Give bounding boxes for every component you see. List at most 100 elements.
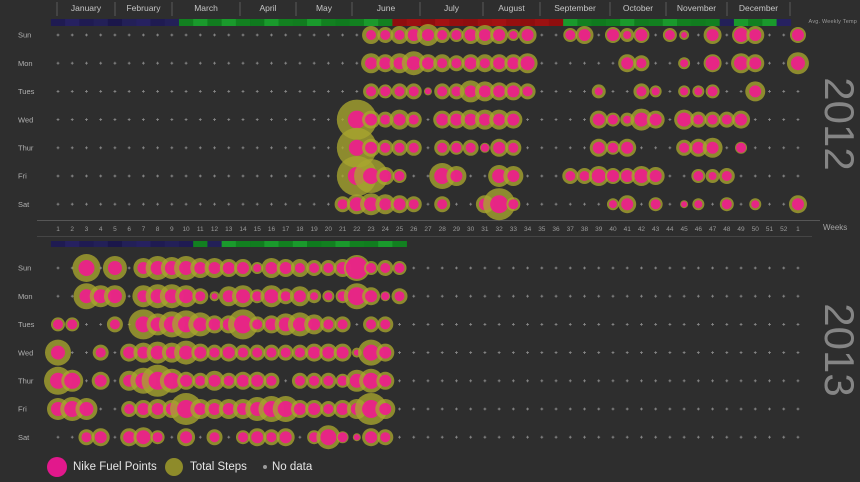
temp-week-segment-2013: [335, 241, 351, 247]
temp-week-segment-2012: [93, 19, 109, 26]
fuel-points-bubble: [490, 195, 509, 214]
fuel-points-bubble: [363, 344, 380, 361]
no-data-dot: [312, 61, 316, 65]
fuel-points-bubble: [194, 403, 207, 415]
no-data-dot: [711, 323, 714, 326]
temp-week-segment-2012: [776, 19, 792, 26]
temp-week-segment-2013: [65, 241, 80, 247]
temp-week-segment-2012: [122, 19, 137, 26]
fuel-points-bubble: [451, 142, 462, 153]
no-data-dot: [99, 90, 103, 93]
no-data-dot: [184, 33, 188, 37]
no-data-dot: [540, 323, 544, 326]
no-data-dot: [298, 202, 302, 206]
no-data-dot: [141, 33, 145, 37]
fuel-points-bubble: [451, 30, 462, 40]
no-data-dot: [184, 61, 188, 65]
no-data-dot: [469, 351, 473, 354]
no-data-dot: [554, 118, 558, 121]
fuel-points-bubble: [294, 263, 305, 273]
week-number: 31: [481, 226, 489, 233]
fuel-points-bubble: [592, 113, 605, 126]
no-data-dot: [583, 323, 586, 326]
no-data-dot: [540, 61, 544, 65]
no-data-dot: [554, 266, 558, 270]
fuel-points-bubble: [109, 319, 120, 330]
no-data-dot: [56, 266, 60, 270]
no-data-dot: [56, 146, 60, 150]
fuel-points-bubble: [266, 347, 277, 358]
no-data-dot: [640, 323, 643, 326]
no-data-dot: [682, 294, 686, 298]
no-data-dot: [270, 33, 273, 37]
no-data-dot: [70, 61, 74, 65]
temp-week-segment-2013: [235, 241, 251, 247]
no-data-dot: [782, 266, 786, 270]
no-data-dot: [255, 174, 259, 178]
no-data-dot: [554, 33, 558, 37]
no-data-dot: [554, 61, 558, 65]
no-data-dot: [227, 146, 231, 150]
fuel-points-bubble: [394, 171, 405, 181]
fuel-points-bubble: [107, 261, 122, 275]
fuel-points-bubble: [436, 113, 449, 126]
no-data-dot: [141, 202, 145, 206]
temp-week-segment-2013: [378, 241, 393, 247]
fuel-points-bubble: [591, 169, 606, 183]
fuel-points-bubble: [177, 400, 196, 418]
temp-week-segment-2012: [392, 19, 407, 26]
temp-week-segment-2012: [733, 19, 749, 26]
no-data-dot: [184, 174, 188, 178]
fuel-points-bubble: [464, 57, 477, 70]
fuel-points-bubble: [193, 317, 208, 332]
fuel-points-bubble: [751, 200, 760, 209]
fuel-points-bubble: [664, 30, 675, 40]
no-data-dot: [398, 379, 401, 383]
no-data-dot: [469, 266, 473, 270]
no-data-dot: [696, 407, 700, 411]
no-data-dot: [426, 379, 430, 383]
week-number: 50: [752, 226, 760, 233]
fuel-points-bubble: [380, 142, 391, 153]
no-data-dot: [625, 266, 629, 270]
fuel-points-bubble: [451, 86, 462, 97]
fuel-points-bubble: [635, 29, 648, 41]
fuel-points-bubble: [323, 404, 334, 414]
week-number: 6: [127, 226, 131, 233]
no-data-dot-icon: [263, 465, 267, 469]
no-data-dot: [782, 379, 786, 383]
no-data-dot: [170, 33, 174, 37]
no-data-dot: [440, 351, 444, 354]
no-data-dot: [696, 379, 700, 383]
no-data-dot: [355, 323, 359, 326]
no-data-dot: [113, 407, 117, 411]
fuel-points-bubble: [123, 431, 136, 444]
no-data-dot: [668, 266, 672, 270]
no-data-dot: [141, 118, 145, 121]
temp-week-segment-2013: [93, 241, 109, 247]
fuel-points-bubble: [180, 374, 193, 387]
week-number: 16: [268, 226, 276, 233]
no-data-dot: [511, 323, 515, 326]
temp-week-segment-2012: [65, 19, 80, 26]
no-data-dot: [170, 174, 174, 178]
no-data-dot: [526, 294, 529, 298]
fuel-points-bubble: [381, 292, 390, 301]
temp-week-segment-2012: [435, 19, 450, 26]
no-data-dot: [611, 407, 615, 411]
no-data-dot: [511, 266, 515, 270]
fuel-points-bubble: [308, 346, 321, 359]
month-label: January: [71, 3, 102, 13]
no-data-dot: [56, 61, 60, 65]
no-data-dot: [455, 202, 458, 206]
fuel-points-bubble: [380, 432, 391, 443]
no-data-dot: [583, 379, 586, 383]
no-data-dot: [198, 146, 202, 150]
temp-week-segment-2013: [164, 241, 180, 247]
fuel-points-bubble: [636, 58, 647, 69]
no-data-dot: [255, 33, 259, 37]
no-data-dot: [469, 379, 473, 383]
no-data-dot: [213, 33, 216, 37]
fuel-points-bubble: [450, 113, 463, 126]
